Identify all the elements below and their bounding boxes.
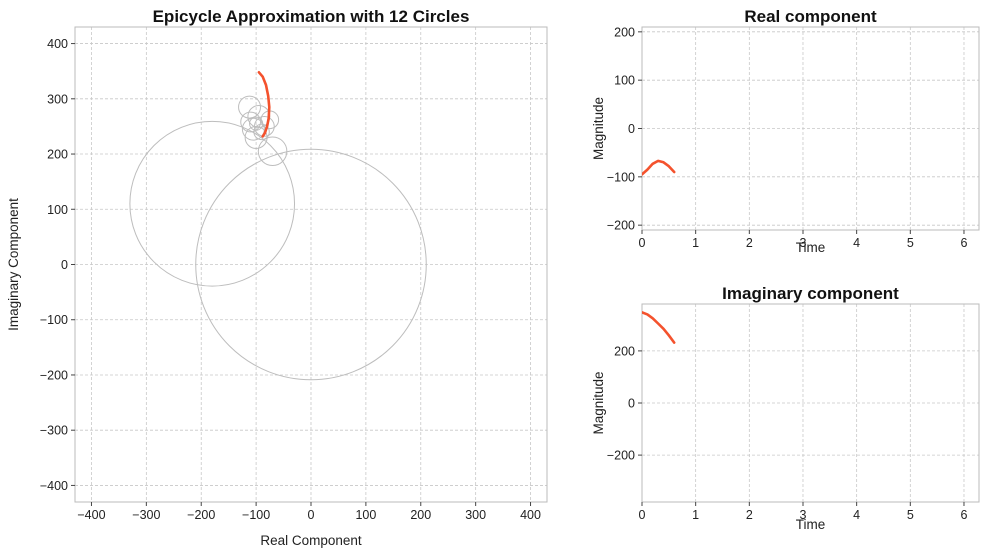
x-tick-label: 4	[853, 236, 860, 250]
x-tick-label: 400	[520, 508, 541, 522]
x-tick-label: 3	[800, 508, 807, 522]
y-tick-label: 200	[614, 25, 635, 39]
x-tick-label: −200	[187, 508, 215, 522]
y-tick-label: 400	[47, 37, 68, 51]
x-tick-label: 1	[692, 236, 699, 250]
x-tick-label: 0	[308, 508, 315, 522]
x-tick-label: 2	[746, 508, 753, 522]
real-y-axis-label: Magnitude	[591, 97, 606, 160]
x-tick-label: 6	[960, 508, 967, 522]
epicycle-circle	[240, 111, 262, 133]
y-tick-label: 200	[614, 344, 635, 358]
x-tick-label: 4	[853, 508, 860, 522]
y-tick-label: −200	[40, 368, 68, 382]
epicycle-circle	[129, 120, 296, 287]
y-tick-label: 100	[614, 74, 635, 88]
epicycle-circle	[253, 123, 270, 141]
epicycle-circle	[195, 148, 427, 381]
imaginary-component-plot: 0 1 2 3 4 5 6 −200 0 200 Imaginary component Time Ma…	[591, 284, 980, 532]
imag-x-axis-label: Time	[796, 517, 826, 532]
x-tick-label: 0	[639, 508, 646, 522]
x-tick-label: −300	[132, 508, 160, 522]
epicycle-title: Epicycle Approximation with 12 Circles	[153, 7, 470, 26]
epicycle-circle	[249, 116, 264, 131]
y-tick-label: 200	[47, 148, 68, 162]
epicycle-x-axis-label: Real Component	[260, 533, 362, 548]
y-tick-label: 0	[628, 397, 635, 411]
x-tick-label: 300	[465, 508, 486, 522]
x-tick-label: 1	[692, 508, 699, 522]
y-tick-label: 100	[47, 203, 68, 217]
y-tick-label: −100	[607, 170, 635, 184]
x-tick-label: −400	[77, 508, 105, 522]
y-tick-label: −400	[40, 479, 68, 493]
y-tick-label: 0	[61, 258, 68, 272]
epicycle-trace-line	[257, 71, 271, 138]
real-x-axis-label: Time	[796, 240, 826, 255]
y-tick-label: 300	[47, 92, 68, 106]
imag-trace-line	[642, 311, 676, 344]
y-tick-label: 0	[628, 122, 635, 136]
y-tick-label: −100	[40, 313, 68, 327]
x-tick-label: 200	[410, 508, 431, 522]
real-title: Real component	[744, 7, 877, 26]
x-tick-label: 100	[355, 508, 376, 522]
y-tick-label: −200	[607, 449, 635, 463]
imag-y-axis-label: Magnitude	[591, 371, 606, 434]
y-tick-label: −300	[40, 424, 68, 438]
real-trace-line	[642, 159, 676, 176]
x-tick-label: 0	[639, 236, 646, 250]
x-tick-label: −100	[242, 508, 270, 522]
x-tick-label: 6	[960, 236, 967, 250]
y-tick-label: −200	[607, 219, 635, 233]
x-tick-label: 5	[907, 236, 914, 250]
x-tick-label: 5	[907, 508, 914, 522]
epicycle-y-axis-label: Imaginary Component	[6, 198, 21, 331]
epicycle-circle	[238, 95, 262, 119]
x-tick-label: 2	[746, 236, 753, 250]
x-tick-label: 3	[800, 236, 807, 250]
imag-title: Imaginary component	[722, 284, 899, 303]
epicycle-circle	[257, 136, 288, 167]
epicycle-plot: −400 −300 −200 −100 0 100 200 300 400 −400 −300 −20…	[6, 7, 548, 548]
real-component-plot: 0 1 2 3 4 5 6 −200 −100 0 100 200 Real component Time…	[591, 7, 980, 255]
